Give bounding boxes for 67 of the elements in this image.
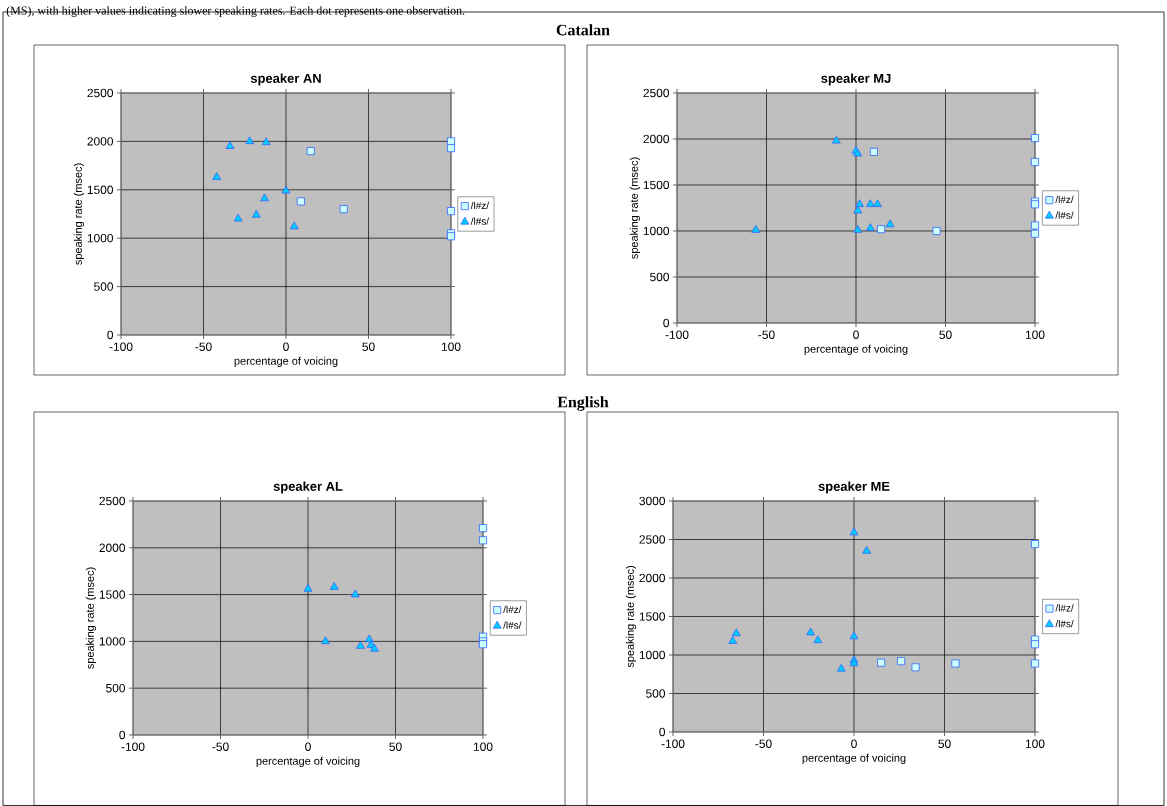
- x-tick-label: 0: [853, 330, 859, 339]
- y-axis-title: speaking rate (msec): [73, 163, 85, 265]
- y-tick-label: 2000: [99, 543, 126, 553]
- y-tick-label: 2000: [87, 137, 114, 146]
- y-tick-label: 2000: [643, 134, 670, 144]
- x-tick-label: 50: [362, 342, 375, 351]
- chart-title: speaker ME: [818, 481, 890, 494]
- x-tick-label: 100: [473, 742, 493, 751]
- y-tick-label: 0: [119, 730, 126, 740]
- x-tick-label: 0: [851, 739, 857, 748]
- y-tick-label: 2500: [87, 88, 114, 98]
- legend-label: /l#s/: [1055, 211, 1074, 219]
- y-tick-label: 1000: [87, 233, 114, 243]
- y-tick-label: 500: [94, 282, 114, 291]
- y-tick-label: 1500: [639, 612, 666, 621]
- x-axis-title: percentage of voicing: [234, 356, 338, 368]
- text: (MS), with higher values indicating slower speaking rates. Each dot represents one observation.: [6, 6, 465, 18]
- x-axis-title: percentage of voicing: [802, 753, 906, 765]
- legend-label: /l#z/: [503, 605, 522, 614]
- text: English: [557, 396, 609, 411]
- y-tick-label: 0: [659, 727, 666, 737]
- x-axis-title: percentage of voicing: [256, 756, 360, 768]
- x-tick-label: -50: [195, 342, 212, 351]
- y-tick-label: 1500: [87, 185, 114, 195]
- y-tick-label: 2500: [99, 496, 126, 506]
- y-tick-label: 2000: [639, 573, 666, 583]
- x-tick-label: 100: [1025, 739, 1045, 748]
- x-tick-label: 0: [283, 342, 289, 351]
- y-tick-label: 0: [663, 318, 670, 328]
- x-tick-label: 0: [305, 742, 311, 751]
- x-tick-label: 50: [939, 330, 952, 339]
- legend-label: /l#s/: [470, 217, 490, 225]
- y-axis-title: speaking rate (msec): [625, 566, 637, 668]
- legend-label: /l#z/: [1055, 604, 1074, 612]
- legend-label: /l#s/: [503, 621, 522, 629]
- y-tick-label: 1000: [99, 637, 126, 646]
- y-tick-label: 1500: [99, 590, 126, 599]
- y-tick-label: 2500: [643, 88, 670, 98]
- y-tick-label: 3000: [639, 496, 666, 506]
- y-tick-label: 1500: [643, 180, 670, 190]
- y-tick-label: 500: [646, 689, 666, 698]
- y-tick-label: 2500: [639, 535, 666, 544]
- x-tick-label: -50: [212, 742, 229, 751]
- y-tick-label: 1000: [643, 226, 670, 236]
- chart-title: speaker MJ: [821, 73, 891, 86]
- y-tick-label: 500: [650, 272, 670, 282]
- y-axis-title: speaking rate (msec): [629, 157, 641, 259]
- y-tick-label: 500: [106, 683, 126, 693]
- y-tick-label: 1000: [639, 650, 666, 660]
- x-tick-label: -100: [121, 742, 145, 751]
- x-tick-label: 100: [1025, 330, 1045, 339]
- text: Catalan: [556, 24, 610, 36]
- legend-label: /l#z/: [1055, 195, 1074, 204]
- chart-title: speaker AN: [250, 73, 321, 86]
- x-tick-label: 50: [938, 739, 951, 748]
- x-axis-title: percentage of voicing: [804, 344, 908, 356]
- legend-label: /l#s/: [1055, 619, 1074, 628]
- x-tick-label: -50: [755, 739, 772, 748]
- x-tick-label: -100: [665, 330, 689, 339]
- y-axis-title: speaking rate (msec): [85, 567, 97, 669]
- x-tick-label: -100: [661, 739, 685, 748]
- x-tick-label: -50: [758, 330, 775, 339]
- x-tick-label: -100: [109, 342, 133, 351]
- chart-title: speaker AL: [273, 481, 343, 494]
- x-tick-label: 100: [441, 342, 461, 351]
- legend-label: /l#z/: [470, 201, 490, 210]
- x-tick-label: 50: [389, 742, 402, 751]
